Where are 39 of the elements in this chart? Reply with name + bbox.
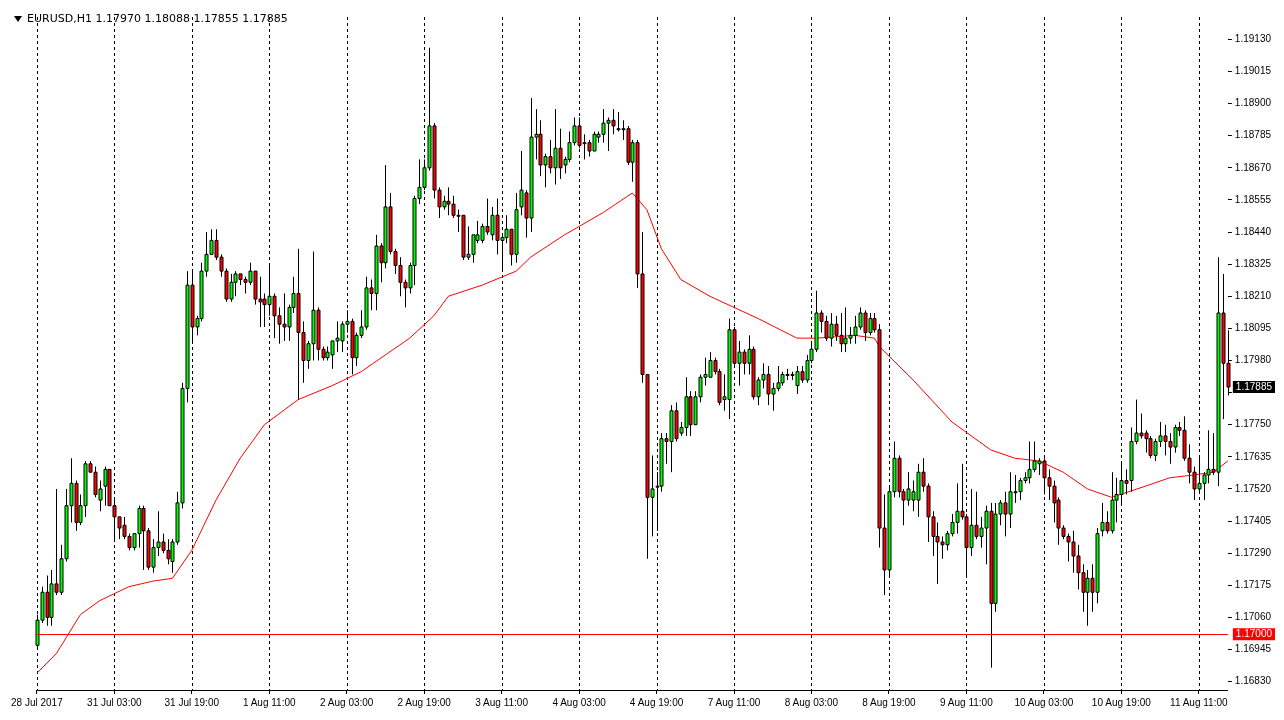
x-tick-label: 4 Aug 03:00 (552, 696, 607, 708)
x-tick-label: 2 Aug 19:00 (397, 696, 452, 708)
y-tick-label: 1.17980 (1234, 354, 1272, 366)
x-tick-label: 10 Aug 19:00 (1091, 696, 1152, 708)
x-tick-label: 8 Aug 19:00 (862, 696, 917, 708)
x-tick-label: 4 Aug 19:00 (629, 696, 684, 708)
x-tick-label: 11 Aug 11:00 (1170, 696, 1228, 708)
y-tick-label: 1.18785 (1234, 129, 1272, 141)
y-tick-label: 1.16945 (1234, 643, 1272, 655)
x-tick-label: 7 Aug 11:00 (707, 696, 761, 708)
x-tick-label: 28 Jul 2017 (11, 696, 64, 708)
y-tick-label: 1.18555 (1234, 193, 1272, 205)
y-tick-label: 1.17635 (1234, 450, 1272, 462)
y-tick-label: 1.17520 (1234, 482, 1272, 494)
y-tick-label: 1.18325 (1234, 257, 1272, 269)
x-tick-label: 9 Aug 11:00 (940, 696, 994, 708)
y-tick-label: 1.18900 (1234, 97, 1272, 109)
y-tick-label: 1.17060 (1234, 611, 1272, 623)
x-tick-label: 3 Aug 11:00 (475, 696, 529, 708)
y-tick-label: 1.16830 (1234, 675, 1272, 687)
chart-title: EURUSD,H1 1.17970 1.18088 1.17855 1.17885 (27, 12, 288, 25)
x-tick-label: 31 Jul 03:00 (87, 696, 142, 708)
y-tick-label: 1.18210 (1234, 290, 1272, 301)
y-tick-label: 1.18440 (1234, 225, 1272, 237)
y-tick-label: 1.17750 (1234, 418, 1272, 430)
x-tick-label: 31 Jul 19:00 (164, 696, 220, 708)
x-tick-label: 10 Aug 03:00 (1014, 696, 1074, 708)
y-tick-label: 1.18095 (1234, 322, 1272, 334)
ref-line-label: 1.17000 (1235, 627, 1273, 639)
y-tick-label: 1.18670 (1234, 161, 1272, 173)
y-tick-label: 1.17175 (1234, 579, 1272, 591)
x-tick-label: 8 Aug 03:00 (784, 696, 839, 708)
y-tick-label: 1.19130 (1234, 33, 1272, 45)
y-tick-label: 1.17290 (1234, 546, 1272, 558)
y-tick-label: 1.17405 (1234, 514, 1272, 526)
text: 1.17885 (1235, 380, 1273, 392)
x-tick-label: 2 Aug 03:00 (320, 696, 374, 708)
y-tick-label: 1.19015 (1234, 65, 1272, 77)
x-tick-label: 1 Aug 11:00 (242, 696, 296, 708)
